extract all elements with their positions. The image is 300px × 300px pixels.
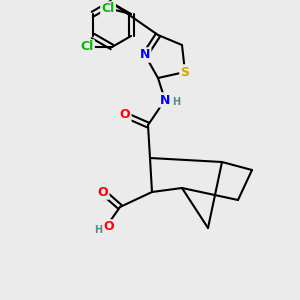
Text: N: N (140, 49, 150, 62)
Text: Cl: Cl (80, 40, 94, 53)
Text: S: S (181, 65, 190, 79)
Text: Cl: Cl (101, 2, 115, 16)
Text: H: H (172, 97, 180, 107)
Text: O: O (98, 185, 108, 199)
Text: H: H (94, 225, 102, 235)
Text: O: O (120, 109, 130, 122)
Text: O: O (104, 220, 114, 233)
Text: N: N (160, 94, 170, 106)
